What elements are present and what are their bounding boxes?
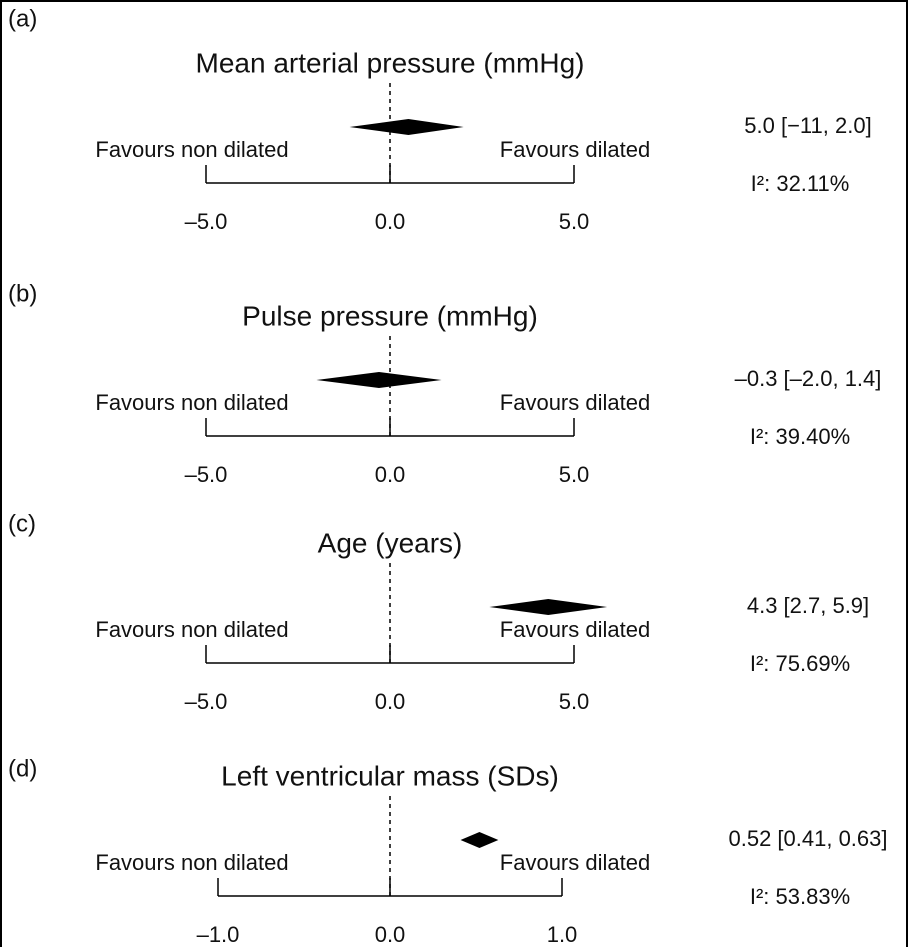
- right-label: Favours dilated: [500, 137, 650, 162]
- right-label: Favours dilated: [500, 390, 650, 415]
- x-tick-label: –5.0: [185, 209, 228, 234]
- panel-label: (a): [8, 5, 37, 32]
- panel-title: Pulse pressure (mmHg): [242, 300, 538, 331]
- panel-label: (d): [8, 755, 37, 782]
- left-label: Favours non dilated: [95, 390, 288, 415]
- x-tick-label: –1.0: [197, 922, 240, 947]
- x-tick-label: 0.0: [375, 209, 406, 234]
- estimate-label: 4.3 [2.7, 5.9]: [747, 593, 869, 618]
- x-tick-label: 5.0: [559, 209, 590, 234]
- panel-title: Left ventricular mass (SDs): [221, 760, 559, 791]
- x-tick-label: 5.0: [559, 462, 590, 487]
- left-label: Favours non dilated: [95, 617, 288, 642]
- estimate-label: 0.52 [0.41, 0.63]: [728, 826, 887, 851]
- x-tick-label: 0.0: [375, 922, 406, 947]
- summary-diamond: [316, 372, 442, 388]
- x-tick-label: 5.0: [559, 689, 590, 714]
- x-tick-label: 0.0: [375, 689, 406, 714]
- estimate-label: –0.3 [–2.0, 1.4]: [735, 366, 882, 391]
- x-tick-label: 1.0: [547, 922, 578, 947]
- heterogeneity: I²: 39.40%: [750, 424, 850, 449]
- panel-title: Mean arterial pressure (mmHg): [196, 47, 585, 78]
- x-tick-label: –5.0: [185, 462, 228, 487]
- summary-diamond: [460, 832, 499, 848]
- panel-title: Age (years): [318, 527, 463, 558]
- summary-diamond: [349, 119, 464, 135]
- heterogeneity: I²: 75.69%: [750, 651, 850, 676]
- x-tick-label: –5.0: [185, 689, 228, 714]
- panel-label: (b): [8, 280, 37, 307]
- left-label: Favours non dilated: [95, 850, 288, 875]
- panel-label: (c): [8, 510, 36, 537]
- heterogeneity: I²: 53.83%: [750, 884, 850, 909]
- summary-diamond: [489, 599, 608, 615]
- x-tick-label: 0.0: [375, 462, 406, 487]
- heterogeneity: I²: 32.11%: [751, 171, 850, 196]
- right-label: Favours dilated: [500, 850, 650, 875]
- estimate-label: 5.0 [−11, 2.0]: [744, 113, 871, 138]
- right-label: Favours dilated: [500, 617, 650, 642]
- left-label: Favours non dilated: [95, 137, 288, 162]
